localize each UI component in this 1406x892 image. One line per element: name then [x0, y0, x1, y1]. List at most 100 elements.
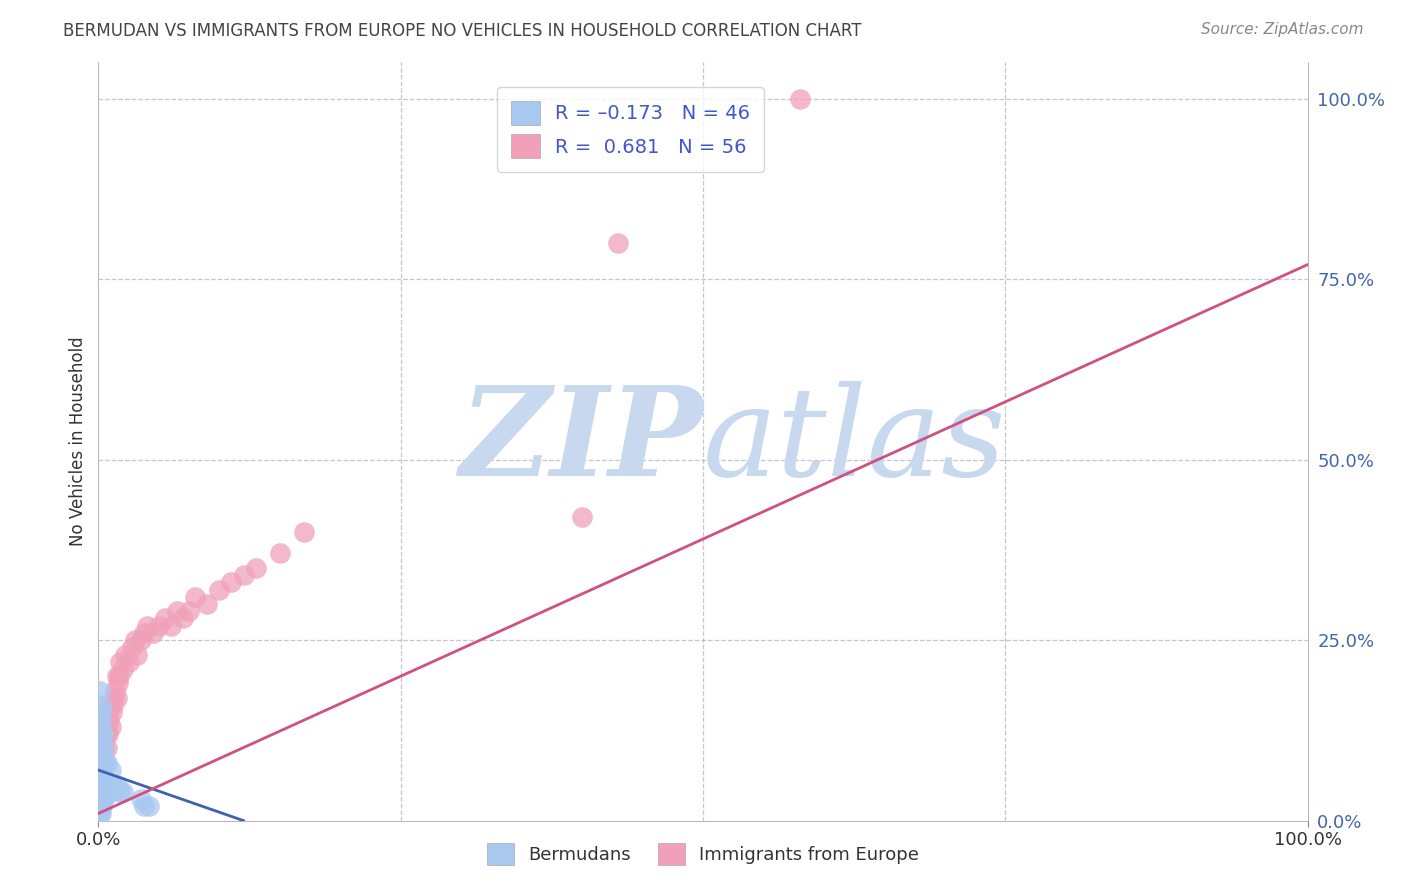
Point: [129, 633, 152, 648]
Point: [89, 799, 111, 814]
Point: [129, 792, 152, 806]
Point: [127, 648, 149, 662]
Point: [124, 633, 146, 648]
Point: [90, 763, 112, 777]
Point: [89, 778, 111, 792]
Point: [101, 778, 124, 792]
Point: [89, 785, 111, 799]
Point: [91, 727, 114, 741]
Point: [93, 792, 115, 806]
Point: [104, 683, 127, 698]
Point: [91, 799, 114, 814]
Point: [105, 690, 128, 705]
Point: [166, 604, 188, 618]
Point: [107, 676, 129, 690]
Point: [89, 741, 111, 756]
Text: ZIP: ZIP: [460, 381, 703, 502]
Point: [789, 91, 811, 105]
Point: [118, 655, 141, 669]
Point: [94, 727, 117, 741]
Point: [108, 669, 131, 683]
Point: [111, 662, 134, 676]
Point: [153, 611, 176, 625]
Point: [111, 785, 134, 799]
Point: [232, 568, 254, 582]
Point: [89, 806, 111, 821]
Point: [134, 626, 156, 640]
Point: [221, 575, 243, 590]
Point: [91, 706, 114, 720]
Point: [135, 618, 157, 632]
Point: [100, 720, 122, 734]
Point: [96, 720, 118, 734]
Point: [100, 706, 122, 720]
Point: [100, 763, 122, 777]
Point: [94, 756, 117, 770]
Point: [100, 785, 122, 799]
Point: [97, 706, 120, 720]
Text: Source: ZipAtlas.com: Source: ZipAtlas.com: [1201, 22, 1364, 37]
Point: [90, 792, 112, 806]
Text: BERMUDAN VS IMMIGRANTS FROM EUROPE NO VEHICLES IN HOUSEHOLD CORRELATION CHART: BERMUDAN VS IMMIGRANTS FROM EUROPE NO VE…: [63, 22, 862, 40]
Point: [96, 756, 118, 770]
Point: [114, 648, 136, 662]
Point: [96, 785, 118, 799]
Point: [94, 785, 117, 799]
Point: [103, 690, 125, 705]
Point: [91, 778, 114, 792]
Point: [269, 546, 291, 560]
Point: [148, 618, 170, 632]
Point: [90, 806, 112, 821]
Point: [91, 756, 114, 770]
Point: [91, 792, 114, 806]
Point: [89, 683, 111, 698]
Point: [98, 713, 121, 727]
Point: [89, 792, 111, 806]
Point: [91, 756, 114, 770]
Point: [91, 792, 114, 806]
Point: [93, 741, 115, 756]
Point: [245, 561, 267, 575]
Point: [91, 748, 114, 763]
Point: [571, 510, 593, 524]
Point: [160, 618, 183, 632]
Point: [121, 640, 143, 655]
Point: [90, 720, 112, 734]
Point: [89, 785, 111, 799]
Point: [195, 597, 218, 611]
Point: [91, 727, 114, 741]
Point: [138, 799, 160, 814]
Point: [98, 778, 121, 792]
Point: [90, 698, 112, 712]
Point: [90, 778, 112, 792]
Point: [108, 655, 131, 669]
Point: [93, 741, 115, 756]
Point: [89, 756, 111, 770]
Point: [108, 785, 131, 799]
Point: [179, 604, 201, 618]
Point: [90, 741, 112, 756]
Point: [90, 741, 112, 756]
Point: [93, 770, 115, 784]
Point: [607, 235, 630, 250]
Point: [172, 611, 194, 625]
Point: [91, 727, 114, 741]
Text: atlas: atlas: [703, 381, 1007, 502]
Point: [96, 741, 118, 756]
Point: [89, 770, 111, 784]
Point: [134, 799, 156, 814]
Point: [97, 727, 120, 741]
Point: [91, 741, 114, 756]
Point: [93, 713, 115, 727]
Point: [89, 713, 111, 727]
Point: [90, 799, 112, 814]
Point: [100, 698, 122, 712]
Point: [91, 720, 114, 734]
Point: [90, 778, 112, 792]
Point: [105, 669, 128, 683]
Y-axis label: No Vehicles in Household: No Vehicles in Household: [69, 336, 87, 547]
Point: [292, 524, 315, 539]
Legend: Bermudans, Immigrants from Europe: Bermudans, Immigrants from Europe: [478, 834, 928, 874]
Point: [89, 770, 111, 784]
Point: [101, 698, 124, 712]
